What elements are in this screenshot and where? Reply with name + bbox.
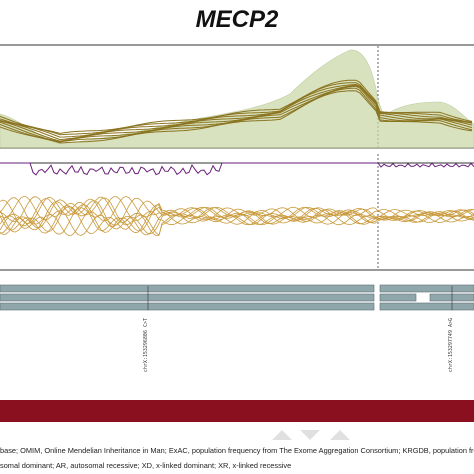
score-line [0,195,474,237]
score-line [0,195,474,236]
coverage-panel [0,44,474,152]
transcript-tracks [0,284,474,311]
transcript-bar [379,302,474,311]
conservation-track [0,162,474,176]
transcript-panel [0,282,474,316]
score-line [0,198,474,234]
score-line [0,197,474,233]
caption-line-1: base; OMIM, Online Mendelian Inheritance… [0,446,474,455]
envelope-area [0,49,474,149]
watermark-logo [272,430,350,440]
score-line [0,196,474,235]
mean-line [0,82,473,136]
score-line [0,196,474,235]
variant-label-2: chrX:153297749 A>G [448,318,454,373]
score-panel [0,154,474,272]
transcript-bar [0,302,375,311]
transcript-bar [0,293,375,302]
coverage-plot [0,44,474,149]
variant-label-1: chrX:153296806 C>T [143,318,149,373]
score-line [0,197,474,236]
score-line [0,199,474,235]
caption-line-2: somal dominant; AR, autosomal recessive;… [0,461,292,470]
transcript-bar [379,293,417,302]
score-lines [0,195,474,237]
protein-domain-bar [0,400,474,422]
mean-line [0,90,473,144]
gene-title: MECP2 [195,6,279,33]
score-plot [0,154,474,271]
transcript-bar [0,284,375,293]
mean-lines [0,79,473,144]
mean-line [0,83,473,138]
transcript-bar [379,284,474,293]
